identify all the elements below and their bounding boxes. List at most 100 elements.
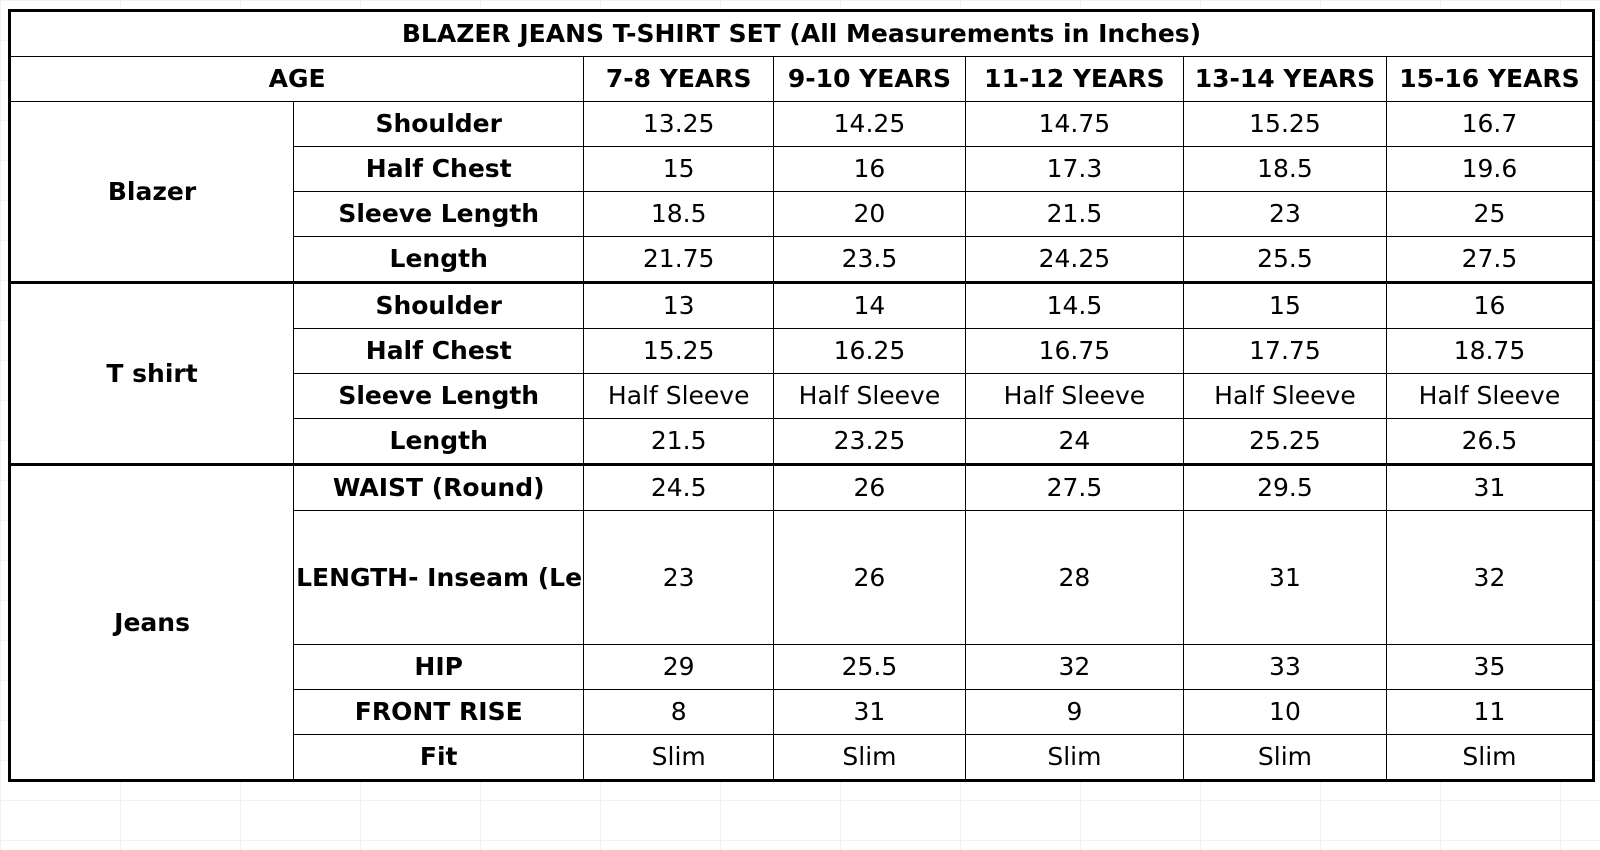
table-cell: Slim	[583, 734, 775, 781]
table-row: FRONT RISE 8 31 9 10 11	[10, 689, 1595, 735]
table-cell: 29.5	[1182, 464, 1387, 511]
row-label: Fit	[293, 734, 585, 781]
table-cell: 15	[583, 146, 775, 192]
table-cell: 17.3	[964, 146, 1184, 192]
table-cell: Slim	[773, 734, 966, 781]
table-cell: 25.5	[773, 644, 966, 690]
row-label: Sleeve Length	[293, 191, 585, 237]
table-cell: Slim	[1385, 734, 1595, 781]
column-header: 15-16 YEARS	[1385, 56, 1595, 102]
table-row: T shirt Shoulder 13 14 14.5 15 16	[8, 282, 1595, 466]
table-cell: Half Sleeve	[1385, 373, 1595, 419]
column-header: 13-14 YEARS	[1182, 56, 1387, 102]
table-cell: 23	[1182, 191, 1387, 237]
table-cell: 24	[964, 418, 1184, 466]
age-header-row: AGE 7-8 YEARS 9-10 YEARS 11-12 YEARS 13-…	[8, 56, 1595, 102]
table-cell: 15.25	[1182, 101, 1387, 147]
table-row: Length 21.5 23.25 24 25.25 26.5	[10, 418, 1595, 466]
table-cell: 24.25	[964, 236, 1184, 284]
table-cell: 32	[1385, 510, 1595, 645]
table-cell: Half Sleeve	[773, 373, 966, 419]
table-cell: 23.25	[773, 418, 966, 466]
table-cell: 18.5	[583, 191, 775, 237]
column-header: 7-8 YEARS	[583, 56, 775, 102]
table-cell: 21.5	[964, 191, 1184, 237]
table-cell: 35	[1385, 644, 1595, 690]
age-label: AGE	[8, 56, 585, 102]
row-label: Half Chest	[293, 146, 585, 192]
table-cell: 14.75	[964, 101, 1184, 147]
table-cell: 26	[773, 510, 966, 645]
row-label: Length	[293, 418, 585, 466]
table-cell: 17.75	[1182, 328, 1387, 374]
table-cell: 8	[583, 689, 775, 735]
table-cell: 21.75	[583, 236, 775, 284]
table-cell: 15.25	[583, 328, 775, 374]
table-row: Half Chest 15.25 16.25 16.75 17.75 18.75	[10, 328, 1595, 374]
group-label-jeans: Jeans	[8, 464, 295, 781]
table-cell: 14	[773, 282, 966, 329]
row-label: FRONT RISE	[293, 689, 585, 735]
table-title: BLAZER JEANS T-SHIRT SET (All Measuremen…	[9, 10, 1594, 57]
table-cell: 20	[773, 191, 966, 237]
table-cell: 31	[1182, 510, 1387, 645]
table-cell: 27.5	[1385, 236, 1595, 284]
table-cell: 32	[964, 644, 1184, 690]
table-cell: 21.5	[583, 418, 775, 466]
table-cell: 29	[583, 644, 775, 690]
table-cell: 19.6	[1385, 146, 1595, 192]
row-label: HIP	[293, 644, 585, 690]
row-label: LENGTH- Inseam (Length from the crotch)	[293, 510, 585, 645]
table-cell: 26.5	[1385, 418, 1595, 466]
table-cell: 16	[773, 146, 966, 192]
table-cell: Half Sleeve	[964, 373, 1184, 419]
table-cell: Slim	[1182, 734, 1387, 781]
table-cell: 16.7	[1385, 101, 1595, 147]
group-label-blazer: Blazer	[8, 101, 295, 284]
table-cell: 9	[964, 689, 1184, 735]
table-cell: 25.25	[1182, 418, 1387, 466]
table-cell: 10	[1182, 689, 1387, 735]
table-cell: 18.75	[1385, 328, 1595, 374]
table-cell: 16	[1385, 282, 1595, 329]
table-cell: 33	[1182, 644, 1387, 690]
row-label: Half Chest	[293, 328, 585, 374]
row-label: Shoulder	[293, 101, 585, 147]
table-cell: 16.75	[964, 328, 1184, 374]
table-row: Blazer Shoulder 13.25 14.25 14.75 15.25 …	[8, 101, 1595, 284]
row-label: Length	[293, 236, 585, 284]
table-cell: 31	[1385, 464, 1595, 511]
title-row: BLAZER JEANS T-SHIRT SET (All Measuremen…	[9, 10, 1594, 57]
table-row: Length 21.75 23.5 24.25 25.5 27.5	[10, 236, 1595, 284]
table-row: HIP 29 25.5 32 33 35	[10, 644, 1595, 690]
table-row: LENGTH- Inseam (Length from the crotch) …	[10, 510, 1595, 645]
row-label: WAIST (Round)	[293, 464, 585, 511]
table-cell: 25	[1385, 191, 1595, 237]
column-header: 9-10 YEARS	[773, 56, 966, 102]
table-cell: 23	[583, 510, 775, 645]
table-cell: 24.5	[583, 464, 775, 511]
table-cell: 18.5	[1182, 146, 1387, 192]
group-label-tshirt: T shirt	[8, 282, 295, 466]
table-row: Fit Slim Slim Slim Slim Slim	[10, 734, 1595, 781]
row-label: Shoulder	[293, 282, 585, 329]
table-row: Sleeve Length 18.5 20 21.5 23 25	[10, 191, 1595, 237]
table-cell: 31	[773, 689, 966, 735]
table-row: Sleeve Length Half Sleeve Half Sleeve Ha…	[10, 373, 1595, 419]
table-cell: 23.5	[773, 236, 966, 284]
table-cell: 16.25	[773, 328, 966, 374]
size-chart-table: BLAZER JEANS T-SHIRT SET (All Measuremen…	[8, 9, 1595, 782]
row-label: Sleeve Length	[293, 373, 585, 419]
table-cell: 14.25	[773, 101, 966, 147]
table-cell: Half Sleeve	[583, 373, 775, 419]
column-header: 11-12 YEARS	[964, 56, 1184, 102]
table-cell: 26	[773, 464, 966, 511]
table-cell: 28	[964, 510, 1184, 645]
table-cell: 13	[583, 282, 775, 329]
table-cell: 15	[1182, 282, 1387, 329]
table-cell: 13.25	[583, 101, 775, 147]
table-cell: Half Sleeve	[1182, 373, 1387, 419]
table-cell: Slim	[964, 734, 1184, 781]
table-cell: 25.5	[1182, 236, 1387, 284]
table-row: Jeans WAIST (Round) 24.5 26 27.5 29.5 31	[8, 464, 1595, 781]
